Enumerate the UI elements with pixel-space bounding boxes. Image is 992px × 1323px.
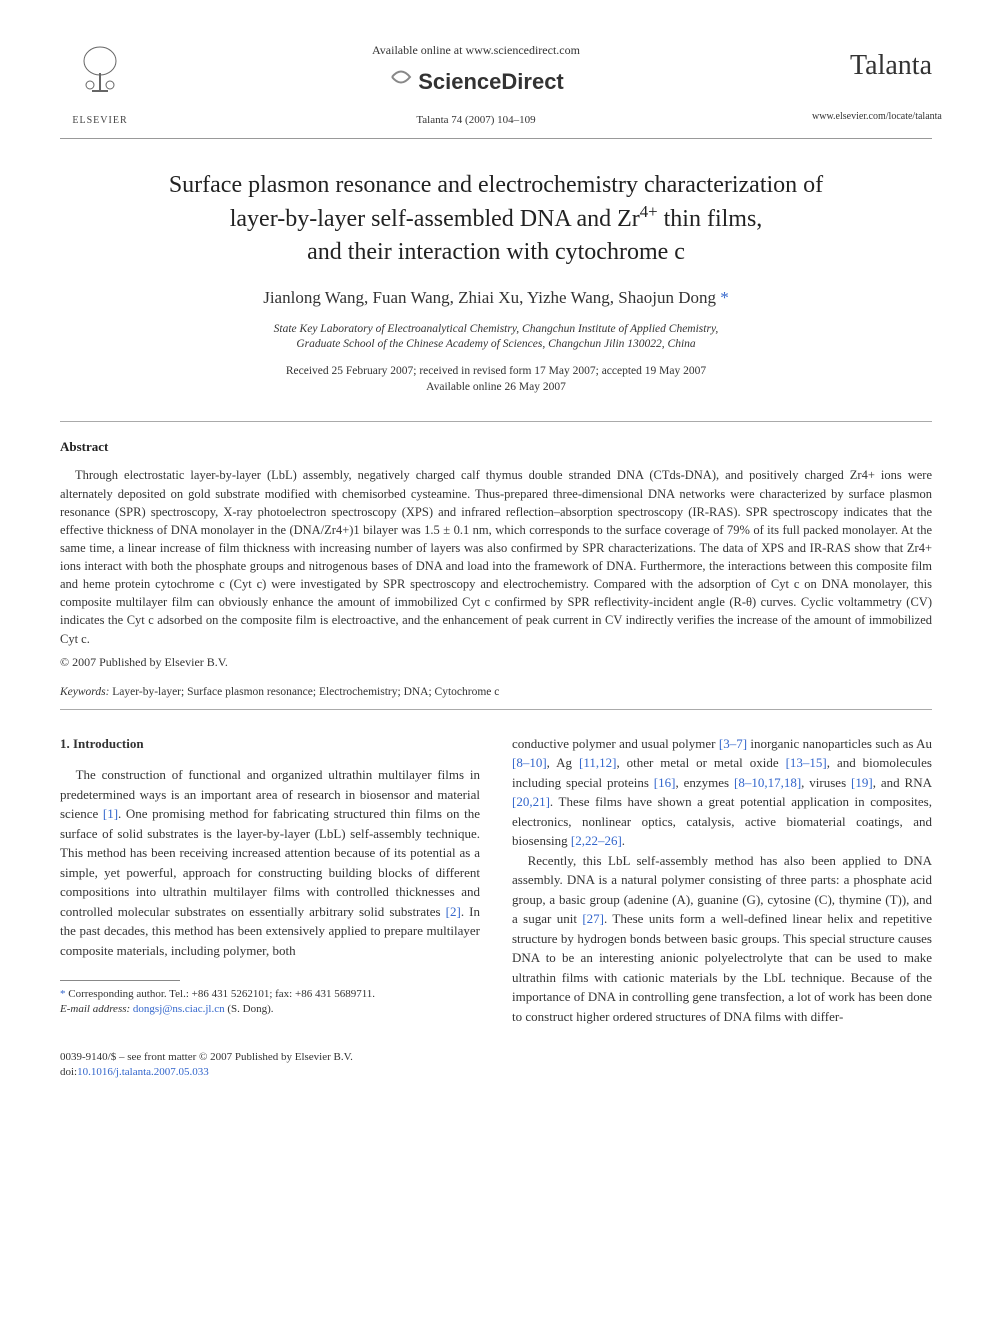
article-dates: Received 25 February 2007; received in r…	[60, 363, 932, 395]
copyright-text: © 2007 Published by Elsevier B.V.	[60, 654, 932, 671]
title-line-3: and their interaction with cytochrome c	[307, 239, 685, 265]
journal-url: www.elsevier.com/locate/talanta	[812, 110, 932, 124]
title-superscript: 4+	[640, 202, 658, 221]
footnote-email-link[interactable]: dongsj@ns.ciac.jl.cn	[133, 1003, 225, 1015]
abstract-top-divider	[60, 421, 932, 422]
footnote-email-label: E-mail address:	[60, 1003, 130, 1015]
journal-logo-block: Talanta www.elsevier.com/locate/talanta	[812, 46, 932, 123]
c2p1j: .	[622, 833, 625, 848]
body-columns: 1. Introduction The construction of func…	[60, 734, 932, 1027]
footer-doi-label: doi:	[60, 1066, 77, 1078]
abstract-bottom-divider	[60, 709, 932, 710]
ref-1[interactable]: [1]	[103, 806, 118, 821]
ref-13-15[interactable]: [13–15]	[786, 755, 827, 770]
authors-list: Jianlong Wang, Fuan Wang, Zhiai Xu, Yizh…	[60, 286, 932, 310]
title-line-2b: thin films,	[658, 206, 763, 232]
ref-19[interactable]: [19]	[851, 775, 873, 790]
affiliation: State Key Laboratory of Electroanalytica…	[60, 322, 932, 353]
c2p1c: , Ag	[547, 755, 579, 770]
ref-8-10[interactable]: [8–10]	[512, 755, 547, 770]
footnote-block: * Corresponding author. Tel.: +86 431 52…	[60, 987, 480, 1018]
dates-line-1: Received 25 February 2007; received in r…	[286, 365, 706, 377]
footer-doi-link[interactable]: 10.1016/j.talanta.2007.05.033	[77, 1066, 209, 1078]
ref-3-7[interactable]: [3–7]	[719, 736, 747, 751]
c2p2b: . These units form a well-defined linear…	[512, 911, 932, 1024]
footnote-corresponding: Corresponding author. Tel.: +86 431 5262…	[68, 988, 375, 1000]
title-line-2a: layer-by-layer self-assembled DNA and Zr	[230, 206, 640, 232]
c2p1h: , and RNA	[873, 775, 932, 790]
c2p1d: , other metal or metal oxide	[616, 755, 785, 770]
ref-16[interactable]: [16]	[654, 775, 676, 790]
authors-text: Jianlong Wang, Fuan Wang, Zhiai Xu, Yizh…	[263, 288, 716, 307]
elsevier-publisher-name: ELSEVIER	[72, 114, 127, 128]
intro-paragraph-1: The construction of functional and organ…	[60, 765, 480, 960]
c2p1b: inorganic nanoparticles such as Au	[747, 736, 932, 751]
title-line-1: Surface plasmon resonance and electroche…	[169, 172, 823, 198]
article-title: Surface plasmon resonance and electroche…	[60, 169, 932, 268]
right-column: conductive polymer and usual polymer [3–…	[512, 734, 932, 1027]
dates-line-2: Available online 26 May 2007	[426, 381, 566, 393]
affiliation-line-1: State Key Laboratory of Electroanalytica…	[274, 323, 719, 335]
footnote-rule	[60, 980, 180, 981]
ref-20-21[interactable]: [20,21]	[512, 794, 550, 809]
header-divider	[60, 138, 932, 139]
abstract-text: Through electrostatic layer-by-layer (Lb…	[60, 466, 932, 647]
footer: 0039-9140/$ – see front matter © 2007 Pu…	[60, 1050, 932, 1081]
c2p1f: , enzymes	[675, 775, 734, 790]
sciencedirect-logo: ScienceDirect	[140, 64, 812, 101]
journal-name: Talanta	[812, 46, 932, 85]
keywords-row: Keywords: Layer-by-layer; Surface plasmo…	[60, 684, 932, 700]
corresponding-author-marker[interactable]: *	[720, 288, 729, 307]
sciencedirect-text: ScienceDirect	[418, 67, 564, 98]
ref-11-12[interactable]: [11,12]	[579, 755, 616, 770]
col2-paragraph-1: conductive polymer and usual polymer [3–…	[512, 734, 932, 851]
c2p1a: conductive polymer and usual polymer	[512, 736, 719, 751]
introduction-heading: 1. Introduction	[60, 734, 480, 754]
keywords-label: Keywords:	[60, 686, 109, 698]
ref-8-10-17-18[interactable]: [8–10,17,18]	[734, 775, 801, 790]
ref-27[interactable]: [27]	[582, 911, 604, 926]
ref-2[interactable]: [2]	[446, 904, 461, 919]
available-online-text: Available online at www.sciencedirect.co…	[140, 42, 812, 59]
header-row: ELSEVIER Available online at www.science…	[60, 40, 932, 130]
elsevier-tree-icon	[72, 43, 128, 112]
ref-2-22-26[interactable]: [2,22–26]	[571, 833, 622, 848]
abstract-heading: Abstract	[60, 438, 932, 456]
left-column: 1. Introduction The construction of func…	[60, 734, 480, 1027]
col2-paragraph-2: Recently, this LbL self-assembly method …	[512, 851, 932, 1027]
abstract-body: Through electrostatic layer-by-layer (Lb…	[60, 466, 932, 647]
sciencedirect-swirl-icon	[388, 64, 414, 101]
footnote-star-icon: *	[60, 988, 66, 1000]
affiliation-line-2: Graduate School of the Chinese Academy o…	[296, 338, 695, 350]
citation-text: Talanta 74 (2007) 104–109	[140, 113, 812, 128]
keywords-text: Layer-by-layer; Surface plasmon resonanc…	[112, 686, 499, 698]
elsevier-logo: ELSEVIER	[60, 40, 140, 130]
footer-front-matter: 0039-9140/$ – see front matter © 2007 Pu…	[60, 1051, 353, 1063]
c2p1g: , viruses	[801, 775, 851, 790]
center-header: Available online at www.sciencedirect.co…	[140, 42, 812, 129]
intro-p1-b: . One promising method for fabricating s…	[60, 806, 480, 919]
footnote-email-suffix: (S. Dong).	[225, 1003, 274, 1015]
